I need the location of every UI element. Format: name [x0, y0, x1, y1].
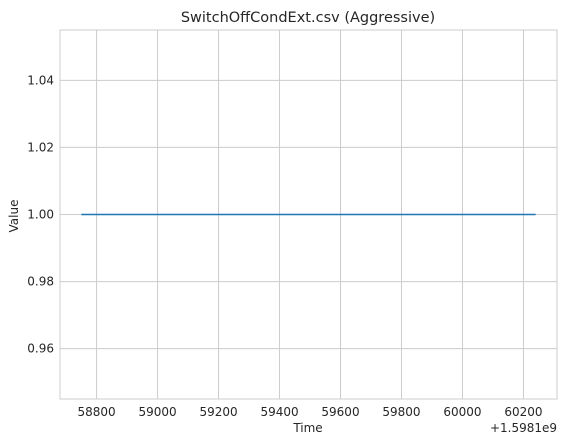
chart-title: SwitchOffCondExt.csv (Aggressive) [181, 10, 435, 26]
x-tick-label: 59200 [199, 405, 237, 419]
x-tick-label: 58800 [77, 405, 115, 419]
y-tick-label: 1.02 [27, 140, 54, 154]
x-tick-labels: 58800 59000 59200 59400 59600 59800 60000 60200 [77, 405, 542, 419]
y-axis-label: Value [7, 200, 21, 233]
x-tick-label: 59400 [260, 405, 298, 419]
x-axis-label: Time [292, 421, 322, 435]
y-tick-label: 1.04 [27, 73, 54, 87]
y-tick-label: 1.00 [27, 208, 54, 222]
y-tick-labels: 0.96 0.98 1.00 1.02 1.04 [27, 73, 54, 355]
x-tick-label: 59600 [321, 405, 359, 419]
x-tick-label: 60200 [504, 405, 542, 419]
plot-frame [59, 29, 558, 400]
x-offset-label: +1.5981e9 [490, 421, 557, 435]
y-tick-label: 0.96 [27, 342, 54, 356]
y-tick-label: 0.98 [27, 275, 54, 289]
x-tick-label: 59800 [382, 405, 420, 419]
x-tick-label: 59000 [138, 405, 176, 419]
x-tick-label: 60000 [443, 405, 481, 419]
